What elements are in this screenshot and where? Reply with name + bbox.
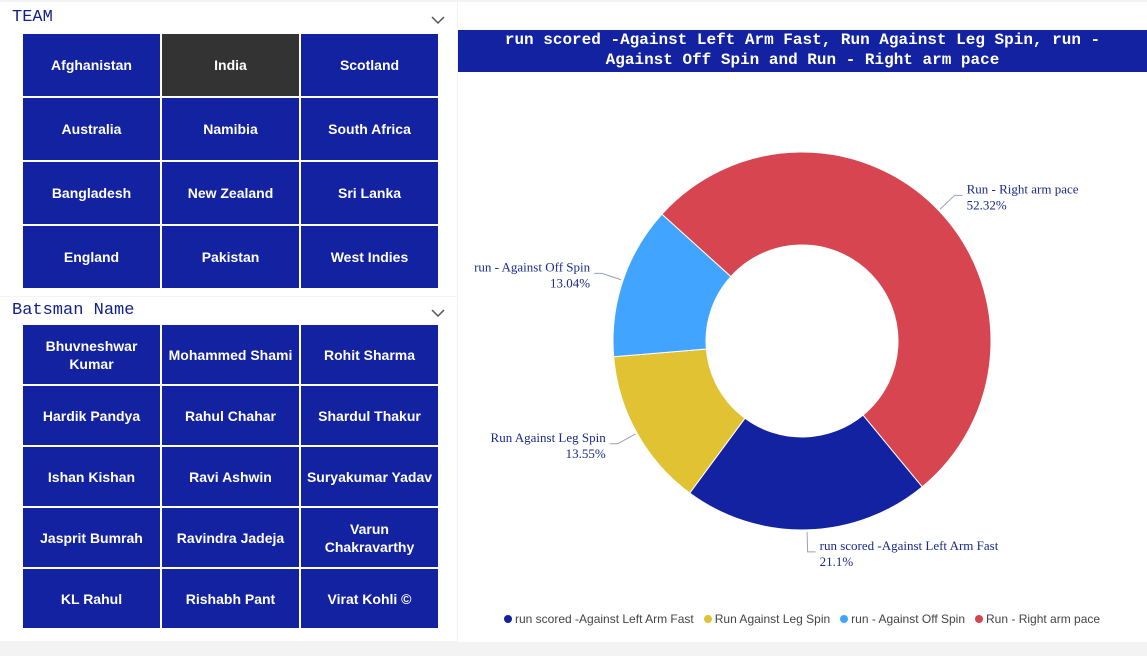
- batsman-tile-virat-kohli[interactable]: Virat Kohli ©: [301, 569, 438, 628]
- team-slicer: TEAM Afghanistan India Scotland Australia Na…: [0, 2, 457, 296]
- data-label-value: 21.1%: [820, 554, 854, 569]
- leader-line: [806, 531, 816, 553]
- batsman-slicer: Batsman Name Bhuvneshwar Kumar Mohammed S…: [0, 297, 457, 641]
- legend-item-run-against-leg-spin[interactable]: Run Against Leg Spin: [703, 612, 831, 626]
- team-tile-afghanistan[interactable]: Afghanistan: [23, 34, 160, 96]
- batsman-tile-kl-rahul[interactable]: KL Rahul: [23, 569, 160, 628]
- data-label-value: 13.55%: [566, 446, 606, 461]
- legend-dot-icon: [703, 615, 712, 623]
- batsman-tile-ravindra-jadeja[interactable]: Ravindra Jadeja: [162, 508, 299, 567]
- batsman-tile-ravi-ashwin[interactable]: Ravi Ashwin: [162, 447, 299, 506]
- leader-line: [609, 433, 636, 445]
- chevron-down-icon[interactable]: [430, 14, 446, 26]
- chevron-down-icon[interactable]: [430, 307, 446, 319]
- batsman-slicer-title: Batsman Name: [12, 301, 135, 320]
- batsman-tile-hardik-pandya[interactable]: Hardik Pandya: [23, 386, 160, 445]
- chart-title-line1: run scored -Against Left Arm Fast, Run A…: [504, 31, 1101, 49]
- team-tile-pakistan[interactable]: Pakistan: [162, 226, 299, 288]
- team-tile-sri-lanka[interactable]: Sri Lanka: [301, 162, 438, 224]
- data-label-value: 13.04%: [550, 275, 590, 290]
- batsman-tile-varun-chakravarthy[interactable]: Varun Chakravarthy: [301, 508, 438, 567]
- slice-run-right-arm-pace[interactable]: [661, 151, 992, 488]
- data-label-name: Run Against Leg Spin: [491, 430, 607, 445]
- leader-line: [939, 194, 963, 210]
- data-label-name: Run - Right arm pace: [967, 181, 1079, 196]
- chart-legend: run scored -Against Left Arm Fast Run Aga…: [504, 612, 1100, 626]
- batsman-tile-jasprit-bumrah[interactable]: Jasprit Bumrah: [23, 508, 160, 567]
- legend-item-run-right-arm-pace[interactable]: Run - Right arm pace: [975, 612, 1100, 626]
- chart-title: run scored -Against Left Arm Fast, Run A…: [458, 30, 1147, 72]
- team-tiles: Afghanistan India Scotland Australia Namibia…: [23, 34, 438, 288]
- batsman-tile-mohammed-shami[interactable]: Mohammed Shami: [162, 325, 299, 384]
- batsman-tile-rohit-sharma[interactable]: Rohit Sharma: [301, 325, 438, 384]
- leader-line: [594, 272, 622, 281]
- team-tile-scotland[interactable]: Scotland: [301, 34, 438, 96]
- legend-dot-icon: [504, 615, 512, 623]
- batsman-tiles: Bhuvneshwar Kumar Mohammed Shami Rohit Sha…: [23, 325, 438, 628]
- chart-title-line2: Against Off Spin and Run - Right arm pac…: [605, 51, 1000, 69]
- data-label-name: run scored -Against Left Arm Fast: [820, 538, 999, 553]
- legend-label: run - Against Off Spin: [851, 612, 966, 626]
- team-tile-south-africa[interactable]: South Africa: [301, 98, 438, 160]
- legend-dot-icon: [975, 615, 984, 623]
- legend-label: Run - Right arm pace: [986, 612, 1101, 626]
- legend-dot-icon: [840, 615, 849, 623]
- data-label-value: 52.32%: [967, 197, 1007, 212]
- chart-panel: [458, 2, 1147, 642]
- batsman-tile-rahul-chahar[interactable]: Rahul Chahar: [162, 386, 299, 445]
- batsman-tile-suryakumar-yadav[interactable]: Suryakumar Yadav: [301, 447, 438, 506]
- slice-run-scored-against-left-arm-fast[interactable]: [689, 414, 923, 531]
- team-tile-england[interactable]: England: [23, 226, 160, 288]
- data-label-name: run - Against Off Spin: [474, 259, 591, 274]
- team-tile-new-zealand[interactable]: New Zealand: [162, 162, 299, 224]
- legend-label: Run Against Leg Spin: [714, 612, 831, 626]
- team-tile-australia[interactable]: Australia: [23, 98, 160, 160]
- team-tile-west-indies[interactable]: West Indies: [301, 226, 438, 288]
- legend-item-run-scored-against-left-arm-fast[interactable]: run scored -Against Left Arm Fast: [504, 612, 694, 626]
- batsman-tile-rishabh-pant[interactable]: Rishabh Pant: [162, 569, 299, 628]
- batsman-tile-shardul-thakur[interactable]: Shardul Thakur: [301, 386, 438, 445]
- legend-label: run scored -Against Left Arm Fast: [515, 612, 694, 626]
- team-tile-india[interactable]: India: [162, 34, 299, 96]
- team-tile-bangladesh[interactable]: Bangladesh: [23, 162, 160, 224]
- batsman-tile-bhuvneshwar-kumar[interactable]: Bhuvneshwar Kumar: [23, 325, 160, 384]
- team-tile-namibia[interactable]: Namibia: [162, 98, 299, 160]
- legend-item-run-against-off-spin[interactable]: run - Against Off Spin: [840, 612, 965, 626]
- team-slicer-title: TEAM: [12, 8, 53, 27]
- batsman-tile-ishan-kishan[interactable]: Ishan Kishan: [23, 447, 160, 506]
